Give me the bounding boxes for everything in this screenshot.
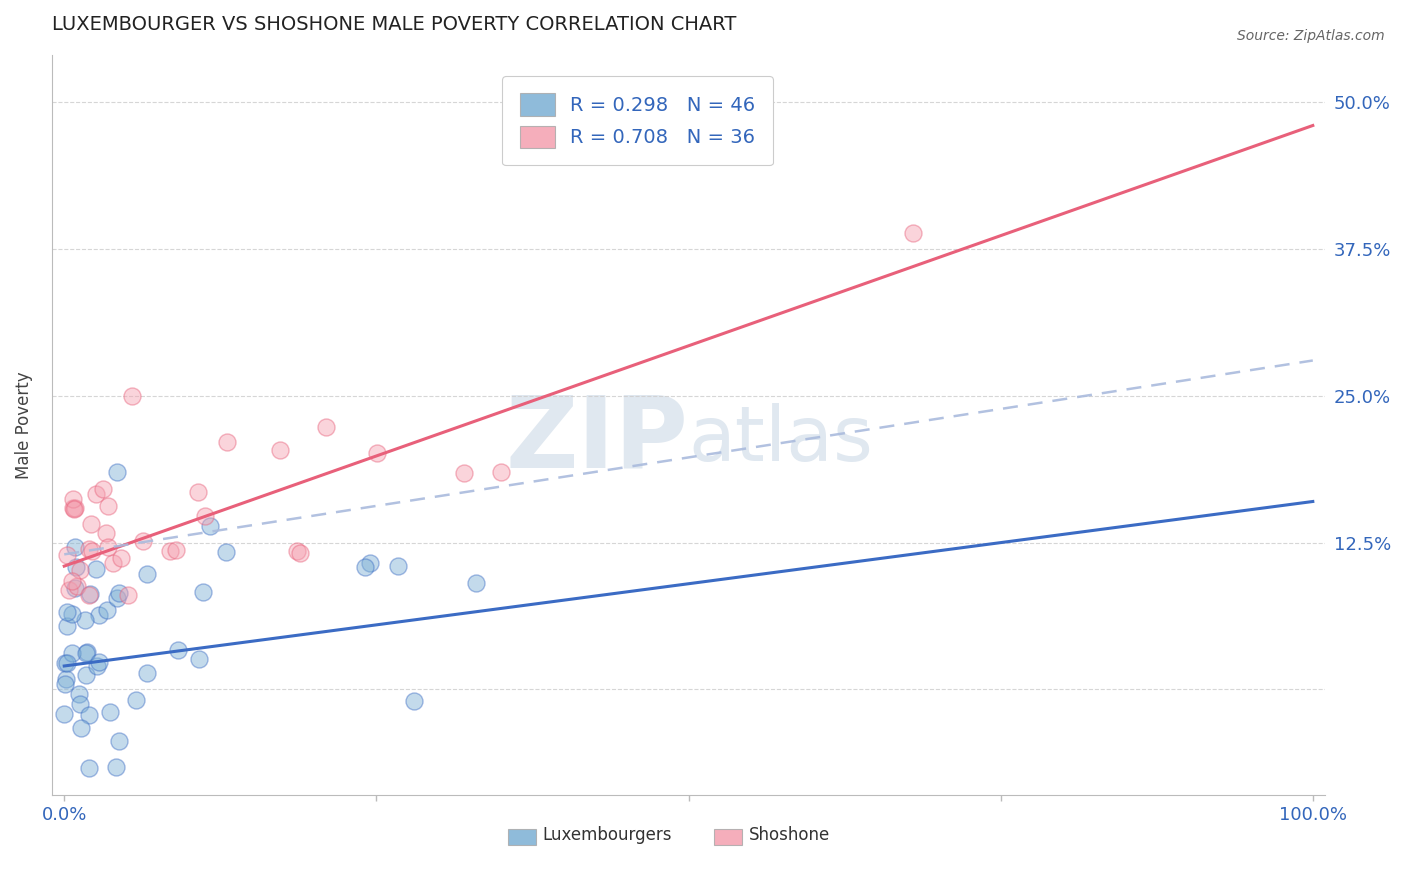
Point <box>69 697 91 711</box>
Point <box>75 613 97 627</box>
Point <box>387 558 409 573</box>
Point <box>97 540 120 554</box>
Point <box>86 487 108 501</box>
Point <box>76 645 98 659</box>
Point <box>285 544 308 558</box>
Point <box>159 544 181 558</box>
Point <box>135 566 157 581</box>
Text: Source: ZipAtlas.com: Source: ZipAtlas.com <box>1237 29 1385 43</box>
Point <box>903 226 925 240</box>
Point <box>96 526 118 541</box>
Point <box>56 549 79 563</box>
Point <box>65 540 87 554</box>
FancyBboxPatch shape <box>714 829 742 845</box>
Point <box>121 389 143 403</box>
Point <box>56 656 79 670</box>
Point <box>215 545 238 559</box>
Point <box>79 761 101 775</box>
Point <box>65 579 87 593</box>
Text: atlas: atlas <box>689 403 873 477</box>
Point <box>98 706 121 720</box>
Point <box>215 434 238 449</box>
Point <box>136 666 159 681</box>
Point <box>63 581 86 595</box>
Point <box>87 608 110 623</box>
Point <box>56 618 79 632</box>
Point <box>60 607 83 622</box>
Point <box>353 560 375 574</box>
Point <box>104 760 127 774</box>
Point <box>84 561 107 575</box>
Point <box>75 647 97 661</box>
Point <box>89 655 111 669</box>
Point <box>269 443 291 458</box>
Point <box>108 586 131 600</box>
Text: ZIP: ZIP <box>506 392 689 489</box>
Point <box>366 445 388 459</box>
Point <box>110 551 132 566</box>
Text: Luxembourgers: Luxembourgers <box>543 826 672 844</box>
Point <box>315 420 337 434</box>
Point <box>80 544 103 558</box>
Point <box>55 672 77 686</box>
Point <box>101 556 124 570</box>
Point <box>75 667 97 681</box>
Point <box>53 656 76 670</box>
Point <box>187 484 209 499</box>
Point <box>193 585 215 599</box>
Point <box>65 559 87 574</box>
Point <box>117 589 139 603</box>
Y-axis label: Male Poverty: Male Poverty <box>15 371 32 479</box>
Point <box>86 659 108 673</box>
Point <box>105 466 128 480</box>
Point <box>124 693 146 707</box>
Point <box>77 589 100 603</box>
Point <box>93 483 115 497</box>
Point <box>198 518 221 533</box>
Point <box>79 587 101 601</box>
Legend: R = 0.298   N = 46, R = 0.708   N = 36: R = 0.298 N = 46, R = 0.708 N = 36 <box>502 76 773 165</box>
Point <box>96 603 118 617</box>
Point <box>67 687 90 701</box>
Point <box>53 677 76 691</box>
Point <box>63 502 86 516</box>
Point <box>77 541 100 556</box>
Point <box>194 509 217 524</box>
Text: LUXEMBOURGER VS SHOSHONE MALE POVERTY CORRELATION CHART: LUXEMBOURGER VS SHOSHONE MALE POVERTY CO… <box>52 15 737 34</box>
Text: Shoshone: Shoshone <box>748 826 830 844</box>
Point <box>167 643 190 657</box>
Point <box>288 546 311 560</box>
Point <box>165 543 187 558</box>
FancyBboxPatch shape <box>508 829 536 845</box>
Point <box>60 647 83 661</box>
Point <box>79 708 101 723</box>
Point <box>58 583 80 598</box>
Point <box>62 492 84 507</box>
Point <box>402 694 425 708</box>
Point <box>132 534 155 549</box>
Point <box>465 576 488 591</box>
Point <box>69 563 91 577</box>
Point <box>79 517 101 532</box>
Point <box>453 466 475 480</box>
Point <box>53 707 76 722</box>
Point <box>56 605 79 619</box>
Point <box>60 574 83 588</box>
Point <box>62 501 84 516</box>
Point <box>69 721 91 735</box>
Point <box>489 465 512 479</box>
Point <box>97 499 120 513</box>
Point <box>63 500 86 515</box>
Point <box>359 556 381 570</box>
Point <box>105 591 128 606</box>
Point <box>187 652 209 666</box>
Point <box>107 734 129 748</box>
